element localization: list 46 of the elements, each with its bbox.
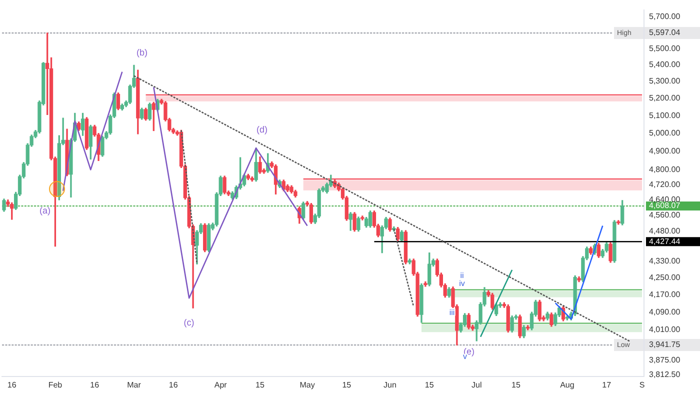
annotation: v [463, 352, 467, 362]
y-tick-label: 5,200.00 [649, 94, 681, 103]
annotation: iii [449, 308, 455, 318]
x-tick-label: May [300, 380, 315, 390]
annotation: (d) [256, 124, 268, 134]
y-tick-label: 3,941.75 [649, 340, 681, 350]
y-tick-label: 4,250.00 [649, 273, 681, 282]
x-tick-label: 16 [168, 380, 178, 390]
y-tick-label: 4,170.00 [649, 290, 681, 300]
x-tick-label: Jul [472, 380, 482, 390]
y-tick-label: 3,875.00 [649, 355, 681, 364]
y-tick-label: 4,900.00 [649, 146, 681, 156]
y-tick-label: 3,812.50 [649, 370, 681, 379]
y-tick-label: 5,700.00 [649, 12, 681, 21]
annotation: iv [459, 279, 465, 288]
x-tick-label: 15 [342, 380, 352, 390]
x-tick-label: 16 [90, 380, 100, 390]
annotation: (a) [40, 205, 50, 216]
x-tick-label: 15 [512, 380, 521, 390]
x-tick-label: Feb [48, 380, 63, 390]
y-tick-label: 5,597.04 [649, 28, 681, 38]
y-tick-label: 5,500.00 [649, 44, 681, 53]
y-tick-label: 4,800.00 [649, 164, 681, 174]
x-tick-label: 17 [602, 380, 612, 390]
annotation: (b) [136, 47, 148, 58]
y-tick-label: 5,100.00 [649, 110, 681, 120]
x-tick-label: Aug [560, 380, 574, 390]
y-tick-label: 4,010.00 [649, 324, 681, 334]
y-tick-label: 4,427.44 [649, 236, 681, 246]
x-tick-label: S [639, 380, 645, 390]
y-tick-label: 4,720.00 [649, 180, 681, 189]
y-tick-label: 5,000.00 [649, 128, 681, 138]
y-tick-label: 4,090.00 [649, 307, 681, 316]
x-tick-label: Apr [214, 380, 228, 390]
y-tick-label: 4,480.00 [649, 226, 681, 236]
x-tick-label: 15 [424, 380, 434, 390]
x-tick-label: Mar [127, 380, 142, 390]
y-tick-label: 4,330.00 [649, 256, 681, 266]
y-tick-label: 5,400.00 [649, 60, 681, 70]
x-tick-label: 15 [256, 380, 265, 390]
annotation: ii [460, 271, 464, 280]
y-tick-label: 4,560.00 [649, 210, 681, 220]
y-tick-label: 5,300.00 [649, 76, 681, 86]
x-tick-label: Jun [384, 380, 396, 390]
annotation: (c) [184, 317, 194, 328]
x-tick-label: 16 [7, 380, 17, 390]
